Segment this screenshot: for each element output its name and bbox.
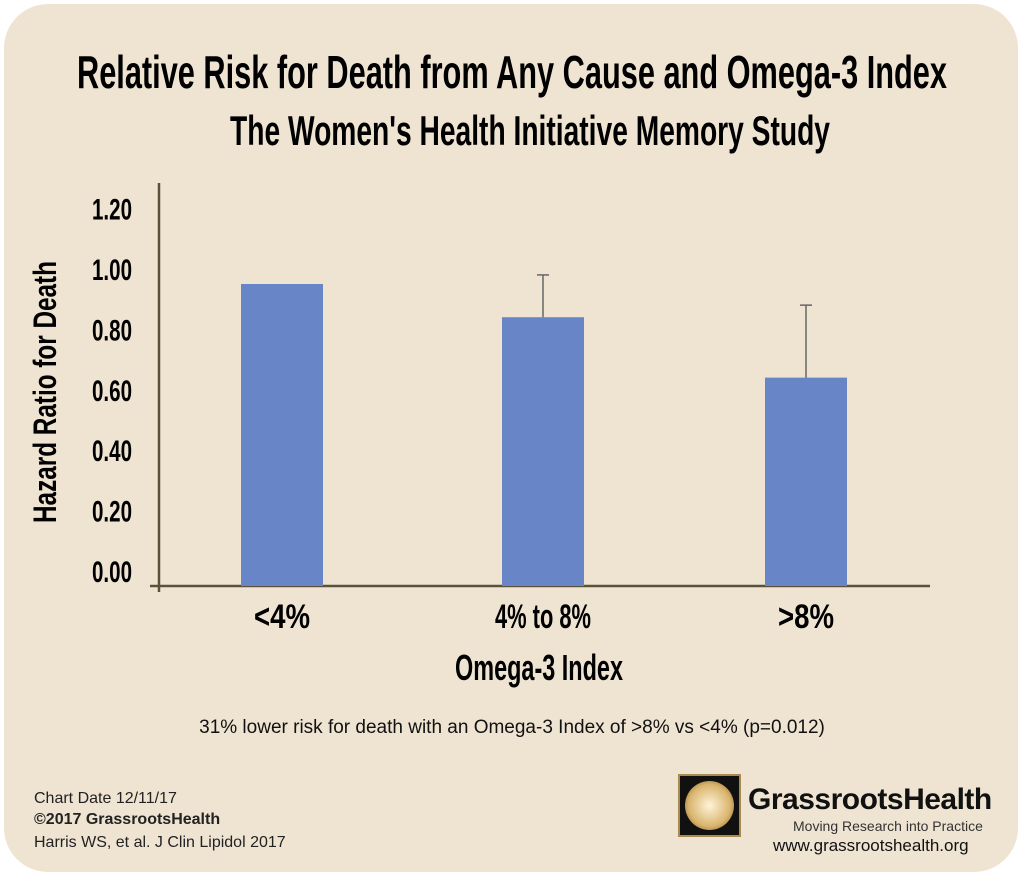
bar xyxy=(241,284,323,586)
x-tick-label: <4% xyxy=(254,598,310,636)
bar xyxy=(765,377,847,586)
chart-date: Chart Date 12/11/17 xyxy=(34,790,177,807)
chart-subtitle: The Women's Health Initiative Memory Stu… xyxy=(230,107,830,154)
chart-title: Relative Risk for Death from Any Cause a… xyxy=(77,46,947,98)
x-tick-label: >8% xyxy=(778,598,834,636)
y-tick-label: 0.80 xyxy=(92,314,132,347)
citation: Harris WS, et al. J Clin Lipidol 2017 xyxy=(34,834,286,851)
bar xyxy=(502,317,584,586)
y-axis-title: Hazard Ratio for Death xyxy=(27,261,63,523)
y-tick-label: 0.20 xyxy=(92,496,132,529)
logo-tagline: Moving Research into Practice xyxy=(793,818,983,834)
annotation: 31% lower risk for death with an Omega-3… xyxy=(199,717,825,738)
logo-name: GrassrootsHealth xyxy=(748,783,992,816)
y-tick-label: 1.00 xyxy=(92,254,132,287)
x-axis-title: Omega-3 Index xyxy=(455,647,623,688)
vitruvian-logo-icon xyxy=(678,774,741,837)
x-tick-label: 4% to 8% xyxy=(495,598,591,636)
y-tick-label: 0.40 xyxy=(92,435,132,468)
logo-url: www.grassrootshealth.org xyxy=(773,836,969,855)
copyright: ©2017 GrassrootsHealth xyxy=(34,811,221,828)
y-tick-label: 0.60 xyxy=(92,375,132,408)
y-tick-label: 1.20 xyxy=(92,194,132,227)
y-tick-label: 0.00 xyxy=(92,556,132,589)
